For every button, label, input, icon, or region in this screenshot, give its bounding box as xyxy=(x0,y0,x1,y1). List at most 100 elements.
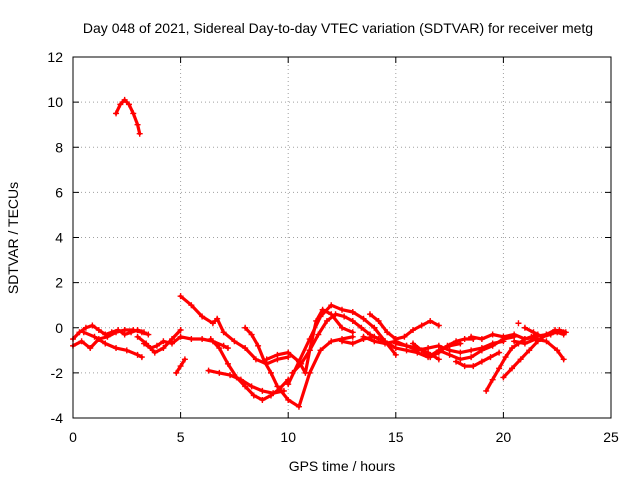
data-point xyxy=(382,340,389,347)
data-point xyxy=(125,101,132,108)
data-point xyxy=(446,351,453,358)
data-point xyxy=(392,351,399,358)
y-tick-label: 12 xyxy=(47,49,63,65)
series-sat-07 xyxy=(173,356,188,376)
data-point xyxy=(435,347,442,354)
data-point xyxy=(468,333,475,340)
data-point xyxy=(410,340,417,347)
data-point xyxy=(349,329,356,336)
data-point xyxy=(242,383,249,390)
x-axis-label: GPS time / hours xyxy=(289,458,396,474)
y-tick-label: -2 xyxy=(51,365,64,381)
data-point xyxy=(130,327,137,334)
data-point xyxy=(209,320,216,327)
plot-frame xyxy=(72,56,612,419)
y-tick-label: 4 xyxy=(55,230,63,246)
data-point xyxy=(250,392,257,399)
data-point xyxy=(220,342,227,349)
data-point xyxy=(255,342,262,349)
data-point xyxy=(224,360,231,367)
data-point xyxy=(521,340,528,347)
data-point xyxy=(489,376,496,383)
data-point xyxy=(425,345,432,352)
x-tick-label: 10 xyxy=(280,429,296,445)
data-point xyxy=(468,354,475,361)
data-point xyxy=(267,369,274,376)
data-point xyxy=(332,311,339,318)
data-point xyxy=(500,374,507,381)
data-point xyxy=(138,354,145,361)
data-point xyxy=(453,358,460,365)
data-point xyxy=(214,315,221,322)
data-point xyxy=(341,313,348,320)
data-point xyxy=(339,338,345,345)
x-tick-label: 5 xyxy=(177,429,185,445)
data-point xyxy=(263,356,270,363)
data-point xyxy=(366,311,373,318)
data-point xyxy=(95,327,102,334)
data-point xyxy=(242,324,249,331)
data-point xyxy=(315,331,322,338)
data-point xyxy=(151,349,158,356)
data-point xyxy=(461,363,468,370)
grid xyxy=(73,57,611,418)
data-point xyxy=(295,403,302,410)
data-point xyxy=(177,363,184,370)
data-point xyxy=(285,381,292,388)
data-point xyxy=(199,313,206,320)
y-tick-label: 0 xyxy=(55,320,63,336)
y-tick-label: 2 xyxy=(55,275,63,291)
data-point xyxy=(117,101,124,108)
data-point xyxy=(177,333,184,340)
x-tick-label: 15 xyxy=(388,429,404,445)
data-point xyxy=(509,345,516,352)
data-point xyxy=(141,340,148,347)
data-point xyxy=(435,356,442,363)
series-line xyxy=(290,312,381,375)
data-point xyxy=(328,338,335,345)
data-point xyxy=(160,345,167,352)
tick-labels: 0 5 10 15 20 25 -4 -2 0 2 4 6 8 10 12 xyxy=(47,49,619,445)
data-point xyxy=(274,383,281,390)
data-point xyxy=(339,306,345,313)
data-point xyxy=(160,338,167,345)
data-point xyxy=(121,327,128,334)
data-point xyxy=(560,356,567,363)
data-point xyxy=(259,387,266,394)
data-point xyxy=(104,333,111,340)
data-point xyxy=(496,349,503,356)
data-point xyxy=(502,354,509,361)
data-point xyxy=(323,317,330,324)
data-point xyxy=(517,356,524,363)
y-axis-label: SDTVAR / TECUs xyxy=(5,182,21,294)
data-point xyxy=(134,333,141,340)
data-point xyxy=(153,342,160,349)
data-point xyxy=(526,347,533,354)
data-point xyxy=(285,349,292,356)
data-point xyxy=(274,351,281,358)
data-point xyxy=(478,358,485,365)
series-sat-17 xyxy=(366,311,442,343)
data-point xyxy=(113,329,120,336)
data-point xyxy=(89,322,96,329)
data-point xyxy=(242,345,249,352)
data-point xyxy=(328,302,335,309)
series-line xyxy=(437,335,516,361)
data-point xyxy=(539,333,546,340)
data-point xyxy=(349,340,356,347)
data-point xyxy=(457,349,464,356)
data-point xyxy=(489,331,496,338)
data-point xyxy=(102,340,109,347)
data-point xyxy=(349,317,356,324)
data-point xyxy=(418,322,425,329)
data-point xyxy=(306,336,313,343)
data-point xyxy=(252,356,259,363)
series-sat-26 xyxy=(521,324,569,340)
data-point xyxy=(123,347,130,354)
data-point xyxy=(224,345,231,352)
data-point xyxy=(317,313,324,320)
data-point xyxy=(231,338,238,345)
data-point xyxy=(444,342,451,349)
data-point xyxy=(457,356,464,363)
series-sat-04 xyxy=(80,329,145,361)
